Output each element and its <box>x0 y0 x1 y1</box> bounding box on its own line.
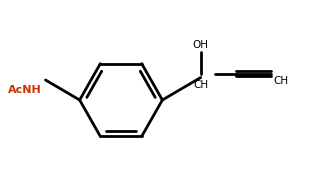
Text: CH: CH <box>193 80 208 89</box>
Text: OH: OH <box>193 40 209 51</box>
Text: AcNH: AcNH <box>8 85 42 95</box>
Text: CH: CH <box>274 75 289 85</box>
